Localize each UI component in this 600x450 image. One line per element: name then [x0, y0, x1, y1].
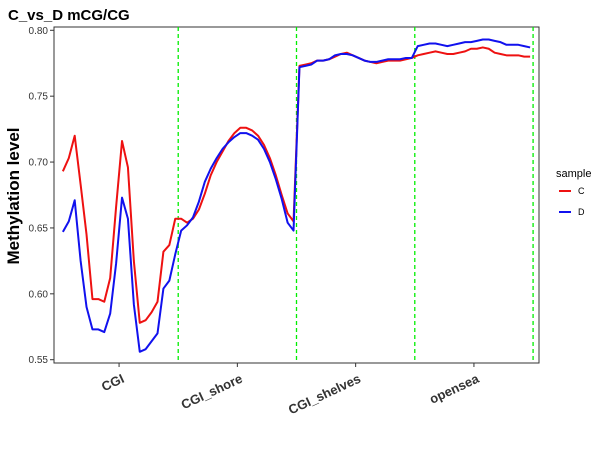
legend-title: sample [556, 168, 591, 180]
y-axis-label: Methylation level [4, 128, 23, 265]
x-tick-label: opensea [427, 370, 482, 406]
x-tick-label: CGI_shelves [286, 371, 363, 418]
y-tick-label: 0.70 [29, 158, 49, 169]
legend: sample C D [556, 168, 591, 217]
y-axis: 0.55 0.60 0.65 0.70 0.75 0.80 [29, 26, 54, 366]
x-axis: CGI CGI_shore CGI_shelves opensea [99, 363, 482, 417]
region-boundaries [177, 27, 534, 363]
y-tick-label: 0.80 [29, 26, 49, 37]
chart-title: C_vs_D mCG/CG [8, 7, 130, 24]
series-lines [61, 38, 531, 353]
legend-label-D: D [578, 207, 585, 217]
y-tick-label: 0.60 [29, 289, 49, 300]
y-tick-label: 0.65 [29, 223, 49, 234]
legend-label-C: C [578, 186, 585, 196]
y-tick-label: 0.75 [29, 92, 49, 103]
series-line-D [61, 38, 531, 353]
x-tick-label: CGI [99, 371, 126, 394]
y-tick-label: 0.55 [29, 355, 49, 366]
x-tick-label: CGI_shore [179, 371, 245, 412]
